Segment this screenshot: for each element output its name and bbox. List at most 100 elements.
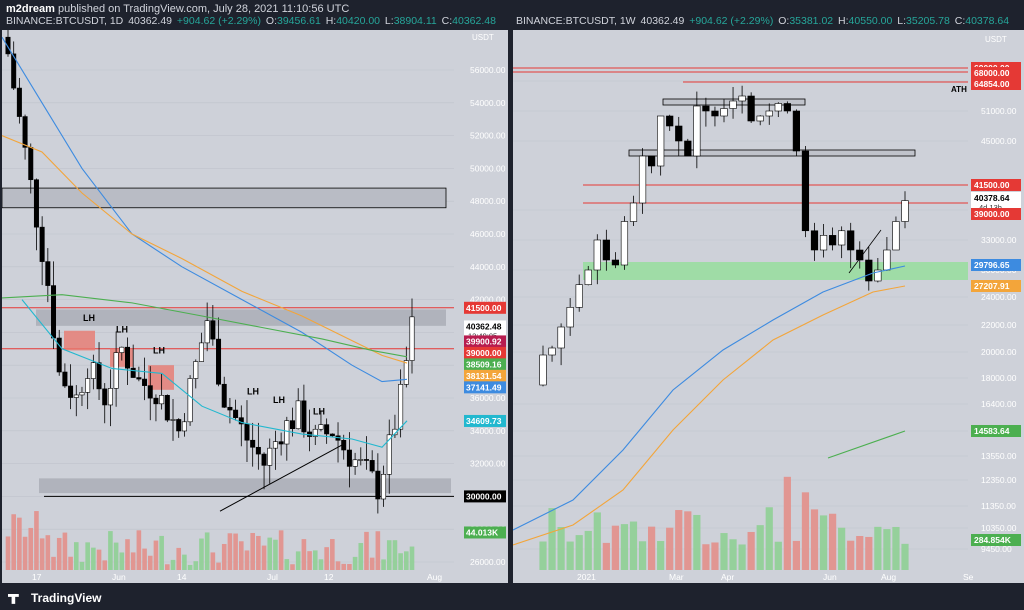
price-label: 64854.00 bbox=[974, 79, 1010, 89]
open-value: 35381.02 bbox=[789, 15, 834, 27]
candle-body bbox=[45, 261, 51, 286]
volume-bar bbox=[602, 542, 610, 570]
candle-body bbox=[90, 362, 96, 379]
volume-bar bbox=[51, 556, 56, 575]
volume-bar bbox=[278, 530, 284, 575]
tradingview-logo[interactable]: TradingView bbox=[8, 591, 101, 605]
volume-bar bbox=[45, 535, 51, 575]
candle-body bbox=[51, 285, 57, 339]
volume-bar bbox=[79, 561, 85, 575]
price-change: +904.62 (+2.29%) bbox=[689, 15, 774, 27]
volume-bar bbox=[216, 562, 221, 575]
y-tick-label: 56000.00 bbox=[470, 65, 506, 75]
candle-body bbox=[124, 346, 130, 369]
y-unit-label: USDT bbox=[472, 33, 494, 42]
candle-body bbox=[865, 259, 873, 282]
volume-bar bbox=[28, 527, 34, 575]
volume-bar bbox=[284, 559, 290, 575]
candle-body bbox=[792, 110, 801, 152]
x-tick-label: Jun bbox=[112, 572, 126, 582]
candle-body bbox=[136, 377, 142, 380]
candle-body bbox=[747, 95, 755, 122]
price-label: 38509.16 bbox=[466, 359, 502, 369]
tradingview-icon bbox=[8, 593, 19, 604]
ma-orange bbox=[513, 285, 906, 546]
price-label: 68000.00 bbox=[974, 68, 1010, 78]
volume-bar bbox=[233, 533, 238, 575]
candle-body bbox=[756, 115, 764, 122]
candle-body bbox=[584, 269, 592, 285]
volume-bar bbox=[548, 508, 556, 570]
volume-bar bbox=[295, 551, 301, 575]
volume-bar bbox=[147, 555, 153, 575]
volume-bar bbox=[738, 544, 746, 570]
candle-body bbox=[702, 105, 710, 112]
candle-body bbox=[352, 459, 358, 467]
candle-body bbox=[284, 420, 290, 445]
volume-bar bbox=[865, 536, 873, 570]
candle-body bbox=[711, 110, 719, 117]
candle-body bbox=[693, 105, 701, 157]
price-label: 14583.64 bbox=[974, 426, 1010, 436]
weekly-chart[interactable]: 57000.0051000.0045000.0036000.0033000.00… bbox=[513, 30, 1024, 583]
candle-body bbox=[221, 383, 227, 408]
volume-bar bbox=[193, 561, 199, 575]
volume-bar bbox=[409, 546, 415, 575]
candle-body bbox=[648, 155, 656, 167]
y-tick-label: 13550.00 bbox=[981, 451, 1017, 461]
candle-body bbox=[255, 446, 261, 455]
volume-bar bbox=[324, 547, 329, 575]
volume-bar bbox=[566, 541, 574, 570]
price-label: 44.013K bbox=[466, 527, 499, 537]
volume-bar bbox=[847, 540, 855, 570]
candle-body bbox=[611, 259, 619, 266]
candle-body bbox=[107, 388, 113, 406]
candle-body bbox=[119, 346, 125, 353]
candle-body bbox=[244, 423, 250, 441]
volume-bar bbox=[783, 476, 791, 570]
volume-bar bbox=[801, 492, 810, 570]
volume-bar bbox=[204, 532, 210, 575]
candle-body bbox=[819, 235, 828, 251]
candle-body bbox=[267, 447, 273, 466]
daily-chart[interactable]: 56000.00 54000.00 52000.00 50000.00 48000.00… bbox=[2, 30, 508, 583]
candle-body bbox=[575, 284, 583, 308]
price-label: 39000.00 bbox=[466, 348, 502, 358]
volume-bar bbox=[187, 564, 193, 575]
weekly-chart-title: BINANCE:BTCUSDT, 1W 40362.49 +904.62 (+2… bbox=[516, 15, 1010, 27]
volume-bar bbox=[136, 530, 142, 575]
author-name[interactable]: m2dream bbox=[6, 3, 55, 15]
candle-body bbox=[874, 269, 882, 282]
price-label-box bbox=[971, 78, 1021, 90]
volume-bar bbox=[273, 539, 278, 575]
y-tick-label: 34000.00 bbox=[470, 426, 506, 436]
candle-body bbox=[22, 116, 28, 148]
weekly-chart-panel[interactable]: 57000.0051000.0045000.0036000.0033000.00… bbox=[513, 30, 1024, 583]
volume-bar bbox=[874, 526, 882, 570]
price-label: 284.854K bbox=[974, 535, 1012, 545]
volume-bar bbox=[22, 536, 28, 575]
price-label-box bbox=[464, 335, 506, 348]
candle-body bbox=[96, 362, 102, 390]
candle-body bbox=[765, 110, 773, 117]
y-tick-label: 51000.00 bbox=[981, 106, 1017, 116]
candle-body bbox=[783, 103, 791, 112]
y-tick-label: 54000.00 bbox=[470, 98, 506, 108]
price-label-box bbox=[464, 301, 506, 314]
y-tick-label: 33000.00 bbox=[981, 235, 1017, 245]
volume-bar bbox=[584, 530, 592, 570]
volume-bar bbox=[11, 514, 16, 575]
candle-body bbox=[403, 360, 409, 385]
x-tick-label: Jul bbox=[267, 572, 278, 582]
daily-chart-panel[interactable]: 56000.00 54000.00 52000.00 50000.00 48000.00… bbox=[2, 30, 508, 583]
candle-body bbox=[290, 420, 296, 430]
price-label-box bbox=[971, 208, 1021, 220]
consolidation-box-1 bbox=[628, 149, 916, 157]
y-tick-label: 11350.00 bbox=[981, 501, 1016, 511]
open-value: 39456.61 bbox=[277, 15, 321, 27]
candle-body bbox=[198, 342, 204, 362]
price-label-box bbox=[464, 414, 506, 427]
y-tick-label: 44000.00 bbox=[470, 262, 506, 272]
ma-orange bbox=[2, 135, 408, 364]
volume-bar bbox=[301, 539, 307, 575]
